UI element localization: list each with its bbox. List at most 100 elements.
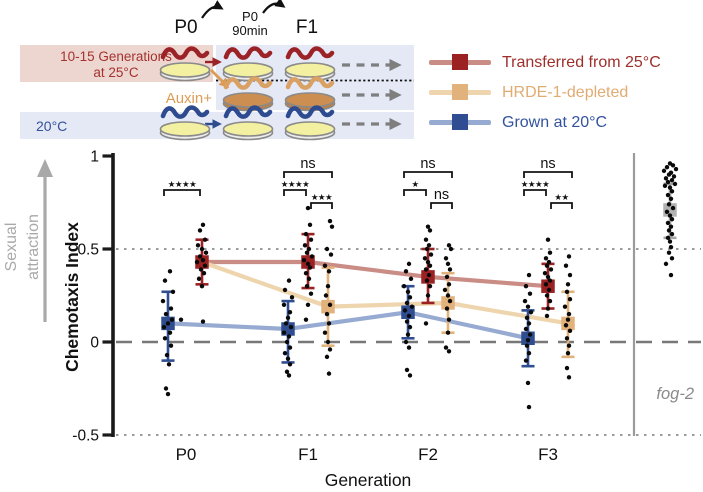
data-dot <box>324 354 330 360</box>
data-dot <box>427 284 433 289</box>
y-tick-label: 1 <box>90 149 99 166</box>
experiment-schematic: P0 P0 90min F1 10-15 Generations at 25°C… <box>20 0 414 141</box>
x-axis-title: Generation <box>325 470 412 490</box>
data-dot <box>522 298 528 304</box>
data-dot <box>196 276 202 281</box>
legend-label: Transferred from 25°C <box>502 53 661 71</box>
data-dot <box>427 263 433 268</box>
data-dot <box>665 192 671 198</box>
data-dot <box>407 295 413 300</box>
data-dot <box>325 284 331 289</box>
label-auxin: Auxin+ <box>166 90 213 107</box>
data-dot <box>403 339 409 345</box>
worm-icon <box>160 46 210 60</box>
data-dot <box>287 345 293 350</box>
data-dot <box>324 311 330 317</box>
legend-swatch-transferred <box>429 54 491 71</box>
data-dot <box>543 282 549 287</box>
data-dot <box>668 224 674 229</box>
data-dot <box>448 246 454 252</box>
data-dot <box>525 304 531 309</box>
data-dot <box>444 306 450 311</box>
data-dot <box>667 239 673 244</box>
data-dot <box>422 256 428 261</box>
data-dot <box>423 237 429 242</box>
significance-label: ns <box>540 156 555 172</box>
worm-icon <box>223 46 273 60</box>
stage-label-p0-90min-line2: 90min <box>232 23 267 38</box>
legend-swatch-grown20 <box>429 114 491 131</box>
stage-label-f1: F1 <box>296 17 318 38</box>
condition-box-20c <box>20 112 414 139</box>
data-dot <box>404 319 410 324</box>
data-dot <box>326 269 332 274</box>
data-dot <box>283 321 289 326</box>
transfer-step-arrow-1 <box>201 0 224 19</box>
data-dot <box>668 272 674 278</box>
bracket-F2-grown20-transferred <box>403 189 427 196</box>
data-dot <box>565 350 571 356</box>
data-dot <box>667 185 673 190</box>
data-dot <box>566 311 572 317</box>
x-category-label-P0: P0 <box>176 445 197 464</box>
plate-icon <box>222 92 274 108</box>
data-dot <box>323 293 329 298</box>
data-dot <box>284 369 290 374</box>
label-25c-line1: 10-15 Generations <box>60 49 172 64</box>
data-dot <box>286 334 292 339</box>
data-dot <box>303 317 309 322</box>
data-dot <box>525 380 531 386</box>
data-dot <box>327 347 333 352</box>
data-dot <box>523 284 529 289</box>
y-axis: 1 0.5 0 -0.5 <box>72 149 115 445</box>
data-dot <box>564 336 570 341</box>
data-dot <box>565 282 571 287</box>
data-dot <box>423 321 429 326</box>
data-dot <box>544 263 550 268</box>
data-dot <box>163 311 169 317</box>
plate-icon <box>159 121 211 137</box>
significance-label: ns <box>434 187 449 203</box>
data-dot <box>304 284 310 289</box>
significance-label: ★★ <box>554 192 569 202</box>
data-dot <box>168 343 174 348</box>
line-grown20 <box>165 310 531 341</box>
y-tick-label: 0 <box>90 335 99 352</box>
data-dot <box>425 224 431 229</box>
data-dot <box>305 205 311 211</box>
data-dot <box>445 293 451 298</box>
data-dot <box>327 218 333 224</box>
data-dot <box>445 330 451 335</box>
data-dot <box>163 386 169 391</box>
data-dot <box>526 272 532 278</box>
data-dot <box>673 166 679 172</box>
gridlines <box>116 248 701 436</box>
legend-square-icon <box>452 84 468 100</box>
data-dot <box>401 284 407 289</box>
bracket-P0-grown20-transferred <box>163 189 201 196</box>
stage-label-p0: P0 <box>174 17 197 38</box>
sexual-attraction-line1: Sexual <box>3 222 20 272</box>
data-dot <box>301 257 307 263</box>
data-dot <box>160 298 166 304</box>
data-dot <box>287 310 293 315</box>
data-dot <box>165 321 171 326</box>
significance-label: ★★★★ <box>521 179 550 189</box>
legend-square-icon <box>452 54 468 70</box>
data-dot <box>425 259 431 265</box>
significance-label: ★★★★ <box>281 179 310 189</box>
data-dot <box>406 261 412 267</box>
data-dot <box>167 330 173 335</box>
data-points <box>160 161 679 410</box>
data-dot <box>200 319 206 324</box>
legend-label: Grown at 20°C <box>502 113 608 131</box>
data-dot <box>670 205 676 211</box>
data-dot <box>162 336 168 341</box>
data-dot <box>566 343 572 348</box>
y-axis-title: Chemotaxis Index <box>62 222 82 372</box>
data-dot <box>284 339 290 345</box>
data-dot <box>326 371 332 376</box>
series-hrde1 <box>321 266 575 359</box>
plate-icon <box>284 121 336 137</box>
